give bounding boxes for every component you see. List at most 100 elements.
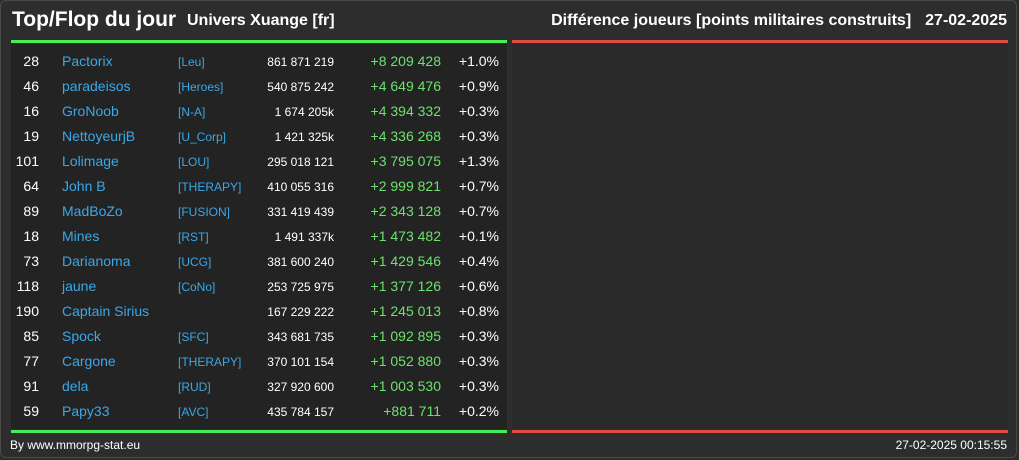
alliance-tag: [UCG]	[178, 255, 212, 269]
top-divider-red	[512, 40, 1008, 43]
percent-change: +0.3%	[458, 378, 499, 394]
player-rank: 85	[23, 328, 39, 344]
points-difference: +1 473 482	[370, 228, 441, 244]
percent-change: +0.9%	[458, 78, 499, 94]
alliance-tag: [AVC]	[178, 405, 209, 419]
alliance-tag: [RST]	[178, 230, 209, 244]
player-rank: 46	[23, 78, 39, 94]
top-divider-green	[11, 40, 507, 43]
player-points: 343 681 735	[267, 330, 334, 344]
table-row: 19 NettoyeurjB [U_Corp] 1 421 325k +4 336 26…	[11, 122, 507, 147]
flop-list-panel	[512, 44, 1008, 429]
player-rank: 19	[23, 128, 39, 144]
alliance-tag: [THERAPY]	[178, 180, 242, 194]
alliance-tag: [THERAPY]	[178, 355, 242, 369]
source-credit: By www.mmorpg-stat.eu	[10, 438, 141, 452]
player-points: 435 784 157	[267, 405, 334, 419]
player-name-link[interactable]: jaune	[62, 278, 97, 294]
percent-change: +0.6%	[458, 278, 499, 294]
table-row: 64 John B [THERAPY] 410 055 316 +2 999 821 +0…	[11, 172, 507, 197]
table-row: 16 GroNoob [N-A] 1 674 205k +4 394 332 +0.3%	[11, 97, 507, 122]
alliance-tag: [FUSION]	[178, 205, 231, 219]
percent-change: +0.3%	[458, 353, 499, 369]
bottom-divider-red	[512, 430, 1008, 433]
points-difference: +2 999 821	[370, 178, 441, 194]
header: Top/Flop du jour Univers Xuange [fr] Dif…	[12, 8, 1007, 36]
alliance-tag: [Heroes]	[178, 80, 224, 94]
alliance-tag: [LOU]	[178, 155, 210, 169]
player-rank: 18	[23, 228, 39, 244]
table-row: 91 dela [RUD] 327 920 600 +1 003 530 +0.3%	[11, 372, 507, 397]
percent-change: +0.7%	[458, 203, 499, 219]
table-row: 190 Captain Sirius 167 229 222 +1 245 013 +0…	[11, 297, 507, 322]
player-rank: 91	[23, 378, 39, 394]
player-name-link[interactable]: MadBoZo	[62, 203, 123, 219]
table-row: 101 Lolimage [LOU] 295 018 121 +3 795 075 +1.…	[11, 147, 507, 172]
player-rank: 118	[16, 278, 39, 294]
player-points: 295 018 121	[267, 155, 334, 169]
player-name-link[interactable]: Captain Sirius	[62, 303, 150, 319]
points-difference: +4 336 268	[370, 128, 441, 144]
universe-label: Univers Xuange [fr]	[187, 12, 335, 29]
player-rank: 77	[23, 353, 39, 369]
points-difference: +4 394 332	[370, 103, 441, 119]
percent-change: +0.3%	[458, 103, 499, 119]
metric-label: Différence joueurs [points militaires co…	[551, 12, 912, 29]
bottom-divider-green	[11, 430, 507, 433]
percent-change: +0.3%	[458, 328, 499, 344]
player-name-link[interactable]: Pactorix	[62, 53, 113, 69]
points-difference: +1 245 013	[370, 303, 441, 319]
player-points: 381 600 240	[267, 255, 334, 269]
points-difference: +2 343 128	[370, 203, 441, 219]
player-name-link[interactable]: Cargone	[62, 353, 116, 369]
percent-change: +0.4%	[458, 253, 499, 269]
player-name-link[interactable]: Darianoma	[62, 253, 131, 269]
alliance-tag: [CoNo]	[178, 280, 216, 294]
table-row: 77 Cargone [THERAPY] 370 101 154 +1 052 880 +…	[11, 347, 507, 372]
table-row: 28 Pactorix [Leu] 861 871 219 +8 209 428 +1.0…	[11, 47, 507, 72]
player-name-link[interactable]: John B	[62, 178, 106, 194]
percent-change: +0.7%	[458, 178, 499, 194]
player-points: 167 229 222	[267, 305, 334, 319]
points-difference: +1 429 546	[370, 253, 441, 269]
player-name-link[interactable]: dela	[62, 378, 89, 394]
percent-change: +0.1%	[458, 228, 499, 244]
header-right: Différence joueurs [points militaires co…	[551, 12, 1007, 30]
player-rank: 64	[23, 178, 39, 194]
player-name-link[interactable]: paradeisos	[62, 78, 131, 94]
player-points: 1 674 205k	[274, 105, 334, 119]
percent-change: +1.0%	[458, 53, 499, 69]
player-name-link[interactable]: Mines	[62, 228, 100, 244]
points-difference: +1 052 880	[370, 353, 441, 369]
player-name-link[interactable]: GroNoob	[62, 103, 119, 119]
player-rank: 89	[23, 203, 39, 219]
player-points: 1 421 325k	[274, 130, 334, 144]
table-row: 73 Darianoma [UCG] 381 600 240 +1 429 546 +0.…	[11, 247, 507, 272]
alliance-tag: [Leu]	[178, 55, 205, 69]
points-difference: +1 092 895	[370, 328, 441, 344]
player-name-link[interactable]: NettoyeurjB	[62, 128, 136, 144]
player-name-link[interactable]: Papy33	[62, 403, 110, 419]
percent-change: +1.3%	[458, 153, 499, 169]
points-difference: +1 003 530	[370, 378, 441, 394]
player-points: 861 871 219	[267, 55, 334, 69]
table-row: 89 MadBoZo [FUSION] 331 419 439 +2 343 128 +0…	[11, 197, 507, 222]
table-row: 18 Mines [RST] 1 491 337k +1 473 482 +0.1%	[11, 222, 507, 247]
points-difference: +8 209 428	[370, 53, 441, 69]
player-points: 410 055 316	[267, 180, 334, 194]
player-name-link[interactable]: Spock	[62, 328, 101, 344]
alliance-tag: [SFC]	[178, 330, 209, 344]
player-points: 327 920 600	[267, 380, 334, 394]
page-title: Top/Flop du jour	[12, 8, 177, 31]
player-points: 253 725 975	[267, 280, 334, 294]
table-row: 85 Spock [SFC] 343 681 735 +1 092 895 +0.3%	[11, 322, 507, 347]
percent-change: +0.2%	[458, 403, 499, 419]
player-name-link[interactable]: Lolimage	[62, 153, 119, 169]
player-points: 1 491 337k	[274, 230, 334, 244]
footer-timestamp: 27-02-2025 00:15:55	[895, 438, 1007, 452]
header-date: 27-02-2025	[925, 12, 1007, 29]
alliance-tag: [U_Corp]	[178, 130, 227, 144]
points-difference: +881 711	[383, 403, 441, 419]
points-difference: +3 795 075	[370, 153, 441, 169]
